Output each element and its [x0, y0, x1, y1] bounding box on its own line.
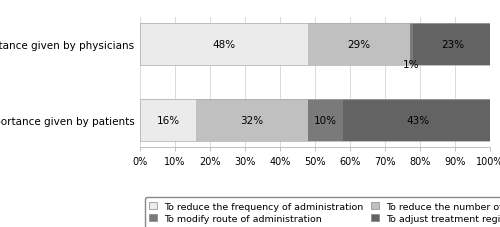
Bar: [308, 100, 343, 142]
Text: 23%: 23%: [442, 40, 465, 50]
Bar: [140, 24, 490, 66]
Bar: [140, 100, 196, 142]
Bar: [140, 24, 308, 66]
Bar: [196, 100, 308, 142]
Bar: [343, 100, 494, 142]
Text: 32%: 32%: [240, 116, 264, 126]
Text: 43%: 43%: [406, 116, 430, 126]
Text: 10%: 10%: [314, 116, 337, 126]
Text: 16%: 16%: [156, 116, 180, 126]
Bar: [308, 24, 410, 66]
Legend: To reduce the frequency of administration, To modify route of administration, To: To reduce the frequency of administratio…: [144, 197, 500, 227]
Bar: [413, 24, 494, 66]
Bar: [140, 100, 490, 142]
Bar: [410, 24, 413, 66]
Text: 48%: 48%: [212, 40, 236, 50]
Text: 29%: 29%: [347, 40, 370, 50]
Text: 1%: 1%: [403, 60, 419, 69]
